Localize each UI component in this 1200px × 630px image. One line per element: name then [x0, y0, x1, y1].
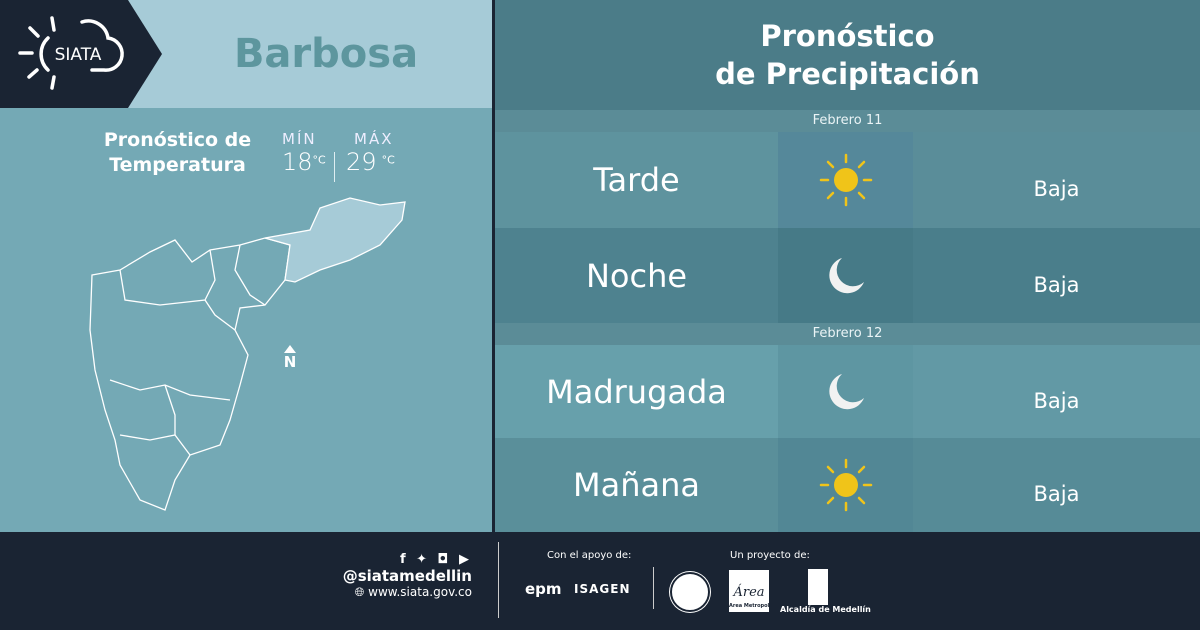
max-label: MÁX: [354, 130, 394, 148]
precipitation-value: Baja: [913, 228, 1200, 323]
max-temp: MÁX 29 °C: [346, 130, 406, 176]
municipality-map: N: [89, 197, 406, 511]
area-logo-mark: Área: [733, 585, 765, 600]
precipitation-value: Baja: [913, 132, 1200, 228]
date-label: Febrero 11: [495, 110, 1200, 132]
social-icons[interactable]: f ✦ ◘ ▶: [399, 552, 472, 567]
city-name: Barbosa: [233, 31, 419, 77]
alcaldia-label: Alcaldía de Medellín: [780, 605, 871, 614]
isagen-logo: ISAGEN: [574, 582, 631, 596]
area-metropolitana-label: Área Metropolitana: [729, 603, 769, 609]
forecast-row: Noche Baja: [495, 228, 1200, 323]
globe-icon: 🌐︎: [354, 585, 365, 599]
title-line1: Pronóstico: [760, 19, 935, 53]
temperature-title: Pronóstico de Temperatura: [95, 128, 260, 178]
min-unit: °C: [312, 153, 326, 167]
social-block: f ✦ ◘ ▶ @siatamedellin 🌐︎ www.siata.gov.…: [330, 552, 472, 600]
divider: [498, 542, 499, 618]
gobernacion-seal: [670, 572, 710, 612]
siata-logo-icon: SIATA: [18, 16, 124, 90]
forecast-row: Mañana Baja: [495, 438, 1200, 532]
period-label: Noche: [585, 256, 688, 295]
period-label: Tarde: [593, 161, 680, 199]
temperature-panel: [0, 108, 492, 532]
alcaldia-seal: [808, 569, 828, 605]
footer: f ✦ ◘ ▶ @siatamedellin 🌐︎ www.siata.gov.…: [0, 532, 1200, 630]
min-temp: MÍN 18°C: [282, 130, 332, 176]
title-line2: de Precipitación: [715, 57, 980, 91]
sun-icon: [778, 132, 913, 228]
temp-divider: [334, 152, 335, 182]
max-value: 29: [346, 148, 377, 176]
north-arrow-icon: [284, 345, 296, 353]
forecast-row: Madrugada Baja: [495, 345, 1200, 438]
precipitation-value: Baja: [913, 438, 1200, 532]
temperature-title-line1: Pronóstico de: [103, 129, 252, 151]
support-label: Con el apoyo de:: [547, 550, 632, 561]
period-label: Mañana: [573, 466, 700, 504]
date-label: Febrero 12: [495, 323, 1200, 345]
period-label: Madrugada: [546, 372, 727, 411]
divider: [653, 567, 654, 609]
moon-icon: [778, 345, 913, 438]
max-unit: °C: [381, 153, 395, 167]
barbosa-highlight: [264, 197, 406, 283]
min-value: 18: [282, 148, 313, 176]
north-label: N: [284, 353, 297, 371]
siata-logo: SIATA: [0, 0, 162, 108]
website-link[interactable]: www.siata.gov.co: [368, 585, 472, 599]
moon-icon: [778, 228, 913, 323]
project-label: Un proyecto de:: [730, 550, 810, 561]
epm-logo: epm: [525, 580, 562, 598]
precipitation-value: Baja: [913, 345, 1200, 438]
temperature-title-line2: Temperatura: [109, 154, 246, 176]
sun-icon: [778, 438, 913, 532]
precipitation-title: Pronóstico de Precipitación: [495, 0, 1200, 110]
min-label: MÍN: [282, 130, 317, 148]
area-metropolitana-logo: Área Área Metropolitana: [729, 570, 769, 612]
svg-text:SIATA: SIATA: [55, 45, 102, 65]
social-handle[interactable]: @siatamedellin: [342, 567, 472, 585]
forecast-row: Tarde Baja: [495, 132, 1200, 228]
